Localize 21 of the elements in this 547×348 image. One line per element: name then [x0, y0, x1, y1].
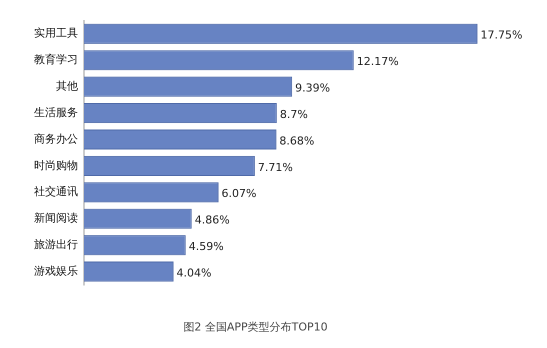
data-label: 4.04%	[176, 266, 212, 280]
data-label: 4.59%	[188, 240, 224, 254]
y-tick-label: 时尚购物	[34, 158, 78, 172]
data-label: 6.07%	[222, 187, 257, 200]
y-tick-label: 其他	[56, 80, 78, 93]
y-tick-label: 旅游出行	[34, 238, 78, 252]
y-tick-label: 新闻阅读	[34, 212, 78, 225]
y-tick-label: 商务办公	[34, 132, 78, 146]
y-tick-label: 实用工具	[34, 26, 78, 40]
y-tick-label: 教育学习	[34, 53, 78, 66]
data-label: 4.86%	[194, 214, 230, 227]
text: 图2 全国APP类型分布TOP10	[183, 320, 328, 334]
data-label: 12.17%	[356, 55, 399, 68]
y-tick-label: 生活服务	[34, 106, 78, 119]
data-label: 8.7%	[280, 108, 308, 121]
data-label: 17.75%	[480, 28, 522, 42]
data-label: 7.71%	[258, 160, 293, 174]
data-label: 8.68%	[279, 134, 314, 148]
y-tick-label: 游戏娱乐	[34, 264, 78, 278]
data-label: 9.39%	[295, 82, 330, 95]
y-tick-label: 社交通讯	[34, 185, 78, 198]
